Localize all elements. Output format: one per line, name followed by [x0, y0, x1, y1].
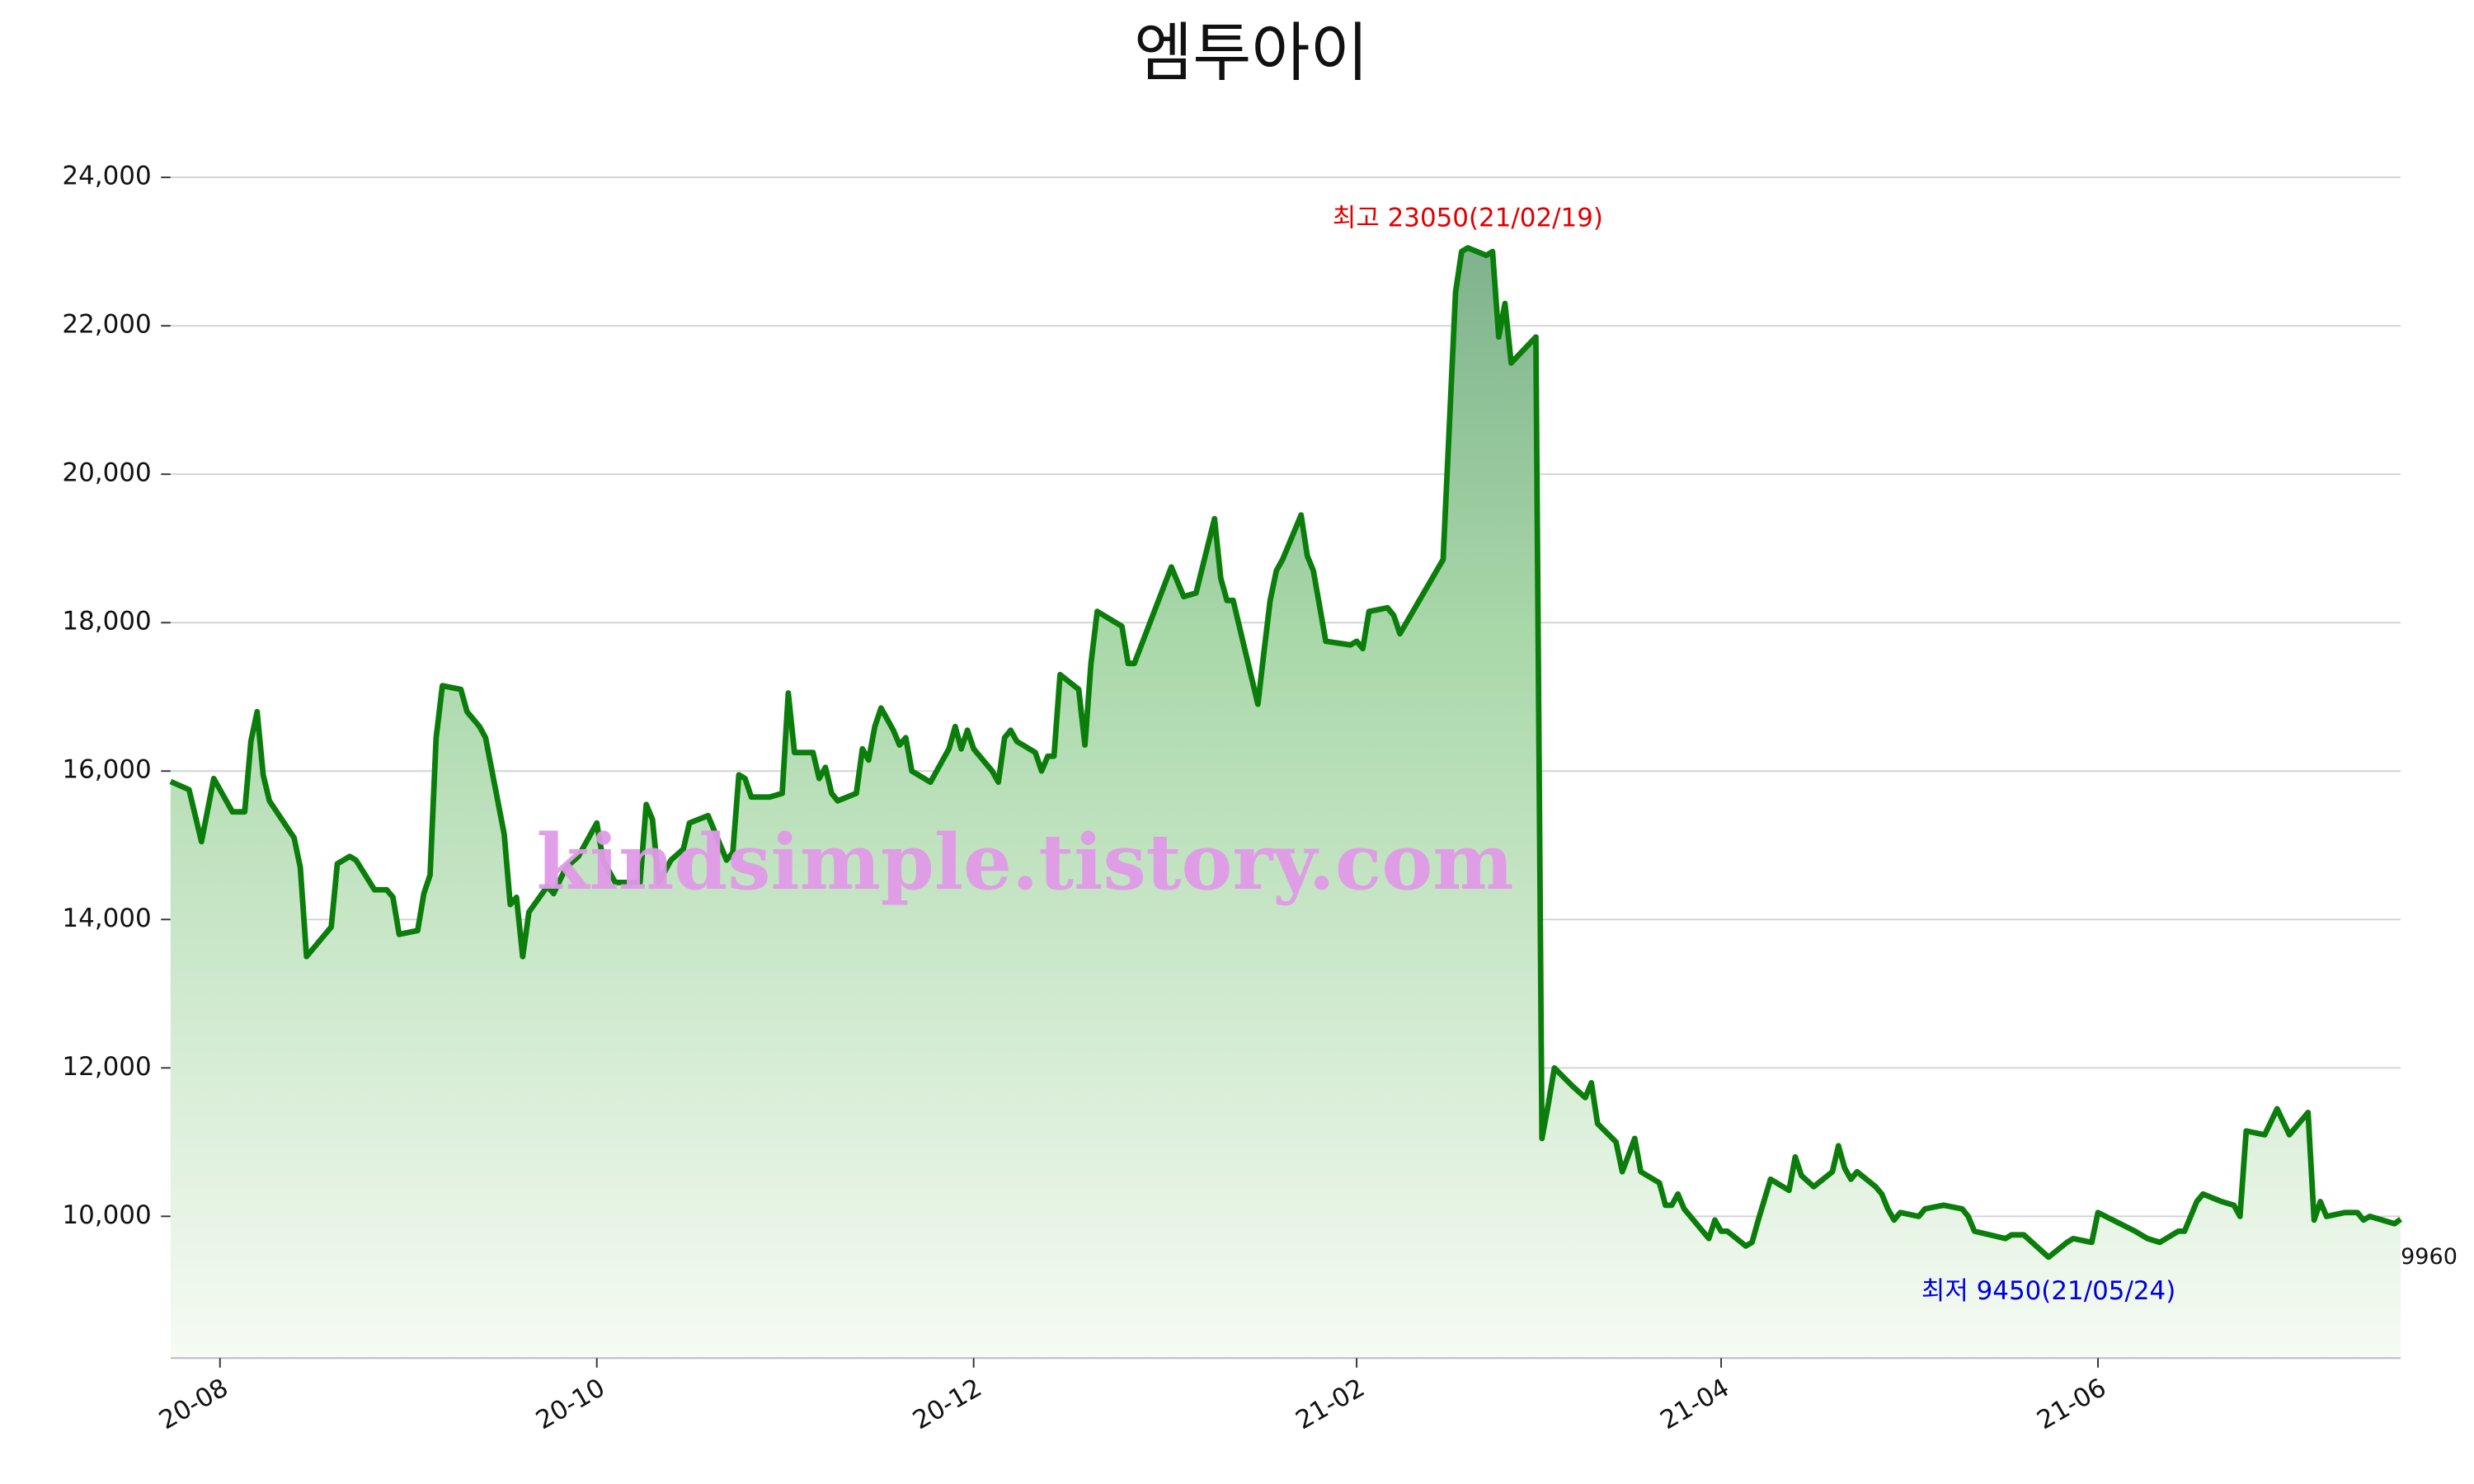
y-tick-label: 12,000: [62, 1052, 151, 1082]
last-value-label: 9960: [2401, 1244, 2458, 1270]
area: [170, 247, 2401, 1359]
min-annotation: 최저 9450(21/05/24): [1921, 1276, 2175, 1306]
line: [169, 245, 2403, 1261]
y-tick-label: 20,000: [62, 458, 151, 488]
watermark: kindsimple.tistory.com: [536, 817, 1513, 907]
y-tick-label: 24,000: [62, 162, 151, 191]
y-tick-label: 16,000: [62, 755, 151, 785]
x-tick-label: 21-02: [1291, 1373, 1370, 1435]
y-tick-label: 22,000: [62, 310, 151, 340]
y-tick-label: 14,000: [62, 904, 151, 933]
max-annotation: 최고 23050(21/02/19): [1333, 203, 1603, 232]
x-tick-label: 21-04: [1655, 1373, 1734, 1435]
x-tick-label: 20-10: [531, 1373, 610, 1435]
y-tick-label: 18,000: [62, 607, 151, 636]
chart-title: 엠투아이: [1134, 16, 1368, 91]
x-tick-label: 20-08: [154, 1373, 233, 1435]
x-tick-label: 20-12: [908, 1373, 987, 1435]
x-tick-label: 21-06: [2032, 1373, 2111, 1435]
y-tick-label: 10,000: [62, 1200, 151, 1230]
